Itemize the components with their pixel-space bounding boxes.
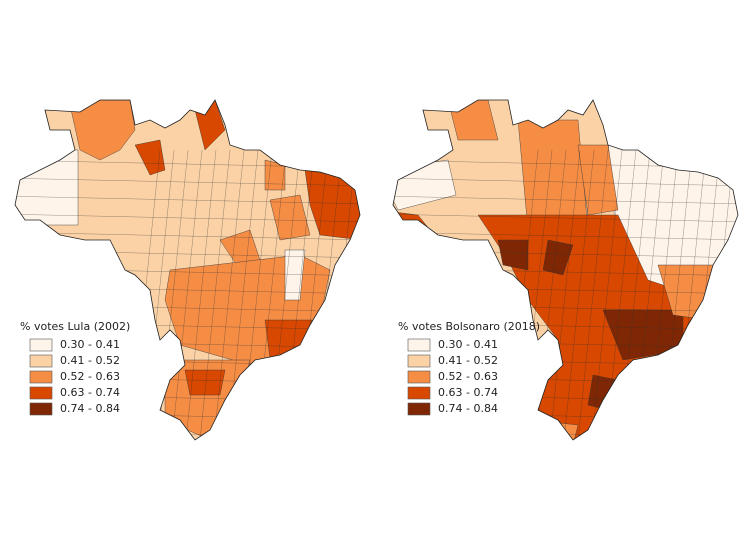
map-regions <box>393 100 738 440</box>
region <box>134 139 166 176</box>
legend-swatch <box>29 370 53 384</box>
boundary <box>185 149 217 440</box>
legend-label: 0.30 - 0.41 <box>438 338 498 351</box>
boundary <box>393 429 738 439</box>
legend-swatch <box>407 402 431 416</box>
boundary <box>15 231 360 241</box>
legend-label: 0.63 - 0.74 <box>60 386 120 399</box>
legend-swatch <box>407 338 431 352</box>
legend-label: 0.41 - 0.52 <box>438 354 498 367</box>
region <box>184 369 226 396</box>
legend-label: 0.63 - 0.74 <box>438 386 498 399</box>
region <box>15 149 79 226</box>
legend-label: 0.30 - 0.41 <box>60 338 120 351</box>
legend-label: 0.52 - 0.63 <box>60 370 120 383</box>
boundary <box>15 213 360 223</box>
legend-swatch <box>29 354 53 368</box>
boundary <box>393 177 738 187</box>
legend-swatch <box>29 402 53 416</box>
legend-title: % votes Bolsonaro (2018) <box>398 320 540 333</box>
legend-swatch <box>407 354 431 368</box>
legend-label: 0.52 - 0.63 <box>438 370 498 383</box>
map-bolsonaro: % votes Bolsonaro (2018) 0.30 - 0.41 0.41 … <box>392 99 739 441</box>
boundary <box>15 195 360 205</box>
legend-swatch <box>29 386 53 400</box>
map-lula: % votes Lula (2002) 0.30 - 0.41 0.41 - 0.5… <box>14 99 361 441</box>
legend-swatch <box>29 338 53 352</box>
boundary <box>563 149 595 440</box>
boundary <box>15 429 360 439</box>
region <box>497 239 529 271</box>
legend-title: % votes Lula (2002) <box>20 320 130 333</box>
region <box>269 194 311 241</box>
legend-swatch <box>407 386 431 400</box>
boundary <box>15 177 360 187</box>
legend-label: 0.74 - 0.84 <box>60 402 120 415</box>
legend-label: 0.41 - 0.52 <box>60 354 120 367</box>
boundary <box>213 149 245 440</box>
boundary <box>577 149 609 440</box>
region <box>264 319 313 359</box>
region <box>577 144 619 216</box>
map-regions <box>15 100 360 440</box>
legend-swatch <box>407 370 431 384</box>
legend-label: 0.74 - 0.84 <box>438 402 498 415</box>
boundary <box>393 231 738 241</box>
region <box>69 100 136 161</box>
region <box>264 159 286 191</box>
boundary <box>393 195 738 205</box>
region <box>587 374 619 411</box>
region <box>542 239 574 276</box>
boundary <box>393 213 738 223</box>
boundary <box>591 149 623 440</box>
region <box>284 249 306 301</box>
boundary <box>171 149 203 440</box>
boundary <box>549 149 581 440</box>
boundary <box>199 149 231 440</box>
